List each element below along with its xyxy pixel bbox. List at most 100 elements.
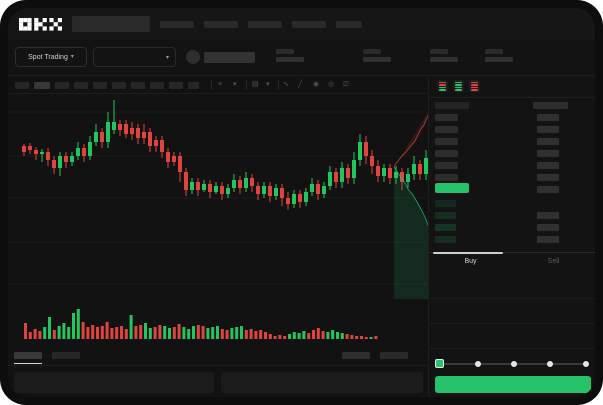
chart-toolbar: ≡ ▾ ▤ ▾ ∿ ╱ ◉ ◎ ⎚: [8, 76, 428, 94]
volume-chart: [8, 299, 428, 346]
orderbook-mode-group: [437, 80, 480, 92]
depth-chart-overlay: [394, 112, 428, 299]
orderbook-bid-row[interactable]: [435, 224, 456, 231]
orderbook-ask-amount: [537, 150, 559, 157]
tab-track: [429, 252, 595, 253]
orderbook-ask-amount: [537, 114, 559, 121]
candlestick-series: [8, 100, 428, 285]
timeframe-1h[interactable]: [93, 82, 107, 89]
orderbook-bid-amount: [537, 224, 559, 231]
slider-stop-25[interactable]: [475, 360, 481, 367]
timeframe-15m[interactable]: [55, 82, 69, 89]
panel-assets-empty: [221, 372, 423, 393]
market-type-label: Spot Trading: [28, 53, 68, 61]
tab-open-orders[interactable]: [14, 352, 42, 359]
orderbook-bid-row[interactable]: [435, 212, 456, 219]
divider: [429, 97, 595, 98]
tab-hide-other-pairs[interactable]: [342, 352, 370, 359]
orderbook-mode-buy[interactable]: [453, 80, 464, 92]
orderbook-last-price: [435, 183, 469, 193]
stat-24h-change: [276, 49, 304, 62]
chevron-down-icon[interactable]: ▾: [233, 81, 237, 88]
fullscreen-icon[interactable]: ⎚: [343, 81, 349, 88]
orders-panels: [8, 366, 428, 397]
orderbook-ask-amount: [537, 162, 559, 169]
chevron-down-icon: ▾: [70, 54, 74, 60]
nav-item-assets[interactable]: [336, 21, 362, 28]
tab-sell[interactable]: Sell: [547, 258, 560, 265]
orderbook-mode-both[interactable]: [437, 80, 448, 92]
orderbook-ask-row[interactable]: [435, 150, 458, 157]
camera-icon[interactable]: ◉: [313, 81, 320, 88]
nav-item-trade[interactable]: [160, 21, 194, 28]
orderbook-ask-amount: [537, 174, 559, 181]
orderbook-ask-row[interactable]: [435, 162, 458, 169]
timeframe-30m[interactable]: [74, 82, 88, 89]
settings-icon[interactable]: ◎: [328, 81, 335, 88]
okx-logo-icon[interactable]: [19, 18, 63, 31]
active-tab-indicator: [14, 363, 42, 364]
orderbook-ask-row[interactable]: [435, 174, 458, 181]
tab-order-history[interactable]: [52, 352, 80, 359]
active-tab-indicator: [433, 252, 503, 254]
timeframe-4h[interactable]: [112, 82, 126, 89]
orderbook-ask-row[interactable]: [435, 138, 458, 145]
stat-24h-high: [363, 49, 391, 62]
orderbook-mode-sell[interactable]: [469, 80, 480, 92]
orderbook-bid-row[interactable]: [435, 236, 456, 243]
indicators-icon[interactable]: ≡: [218, 81, 223, 88]
stat-24h-volume: [485, 49, 513, 62]
orderbook-ask-amount: [537, 138, 559, 145]
orderbook-bid-amount: [537, 212, 559, 219]
pair-avatar: [186, 50, 200, 64]
slider-stop-75[interactable]: [547, 360, 553, 367]
nav-item-earn[interactable]: [248, 21, 282, 28]
order-amount-field[interactable]: [429, 299, 595, 324]
slider-stop-100[interactable]: [583, 360, 589, 367]
orderbook-ask-row[interactable]: [435, 126, 458, 133]
orderbook-last-amount: [537, 186, 559, 193]
app-window: Spot Trading ▾ ▾: [8, 8, 595, 397]
chart-type-icon[interactable]: ▤: [252, 81, 259, 88]
orderbook-col-amount: [533, 102, 568, 109]
orderbook-bid-amount: [537, 236, 559, 243]
timeframe-1mo[interactable]: [169, 82, 183, 89]
timeframe-1d[interactable]: [131, 82, 145, 89]
last-price-value: [204, 52, 255, 63]
timeframe-1m[interactable]: [15, 82, 29, 89]
slider-handle[interactable]: [435, 359, 444, 368]
timeframe-more[interactable]: [188, 82, 199, 89]
timeframe-5m[interactable]: [34, 82, 50, 89]
search-input[interactable]: [72, 16, 150, 32]
order-form-tabs: Buy Sell: [429, 252, 595, 274]
trading-pair-dropdown[interactable]: ▾: [93, 47, 176, 67]
orderbook-ask-row[interactable]: [435, 114, 458, 121]
orderbook-col-price: [435, 102, 469, 109]
nav-item-markets[interactable]: [204, 21, 238, 28]
tab-cancel-all[interactable]: [380, 352, 408, 359]
ruler-icon[interactable]: ╱: [298, 81, 303, 88]
orders-tab-bar: [8, 346, 428, 366]
price-chart[interactable]: [8, 94, 428, 299]
market-header: Spot Trading ▾ ▾: [8, 40, 595, 76]
line-tool-icon[interactable]: ∿: [283, 81, 289, 88]
stat-24h-low: [430, 49, 458, 62]
volume-series: [24, 309, 378, 339]
orderbook-sidebar: Buy Sell: [428, 76, 595, 397]
nav-item-more[interactable]: [292, 21, 326, 28]
slider-stop-50[interactable]: [511, 360, 517, 367]
tab-buy[interactable]: Buy: [464, 258, 477, 265]
panel-orders-empty: [14, 372, 214, 393]
orderbook-bid-row[interactable]: [435, 200, 456, 207]
top-navigation-bar: [8, 8, 595, 40]
buy-submit-button[interactable]: [435, 376, 591, 393]
market-type-dropdown[interactable]: Spot Trading ▾: [15, 47, 87, 67]
order-total-field[interactable]: [429, 324, 595, 349]
chevron-down-icon: ▾: [165, 55, 169, 61]
amount-percent-slider[interactable]: [435, 359, 591, 369]
chevron-down-icon[interactable]: ▾: [266, 81, 270, 88]
order-price-field[interactable]: [429, 274, 595, 299]
timeframe-1w[interactable]: [150, 82, 164, 89]
orderbook-ask-amount: [537, 126, 559, 133]
